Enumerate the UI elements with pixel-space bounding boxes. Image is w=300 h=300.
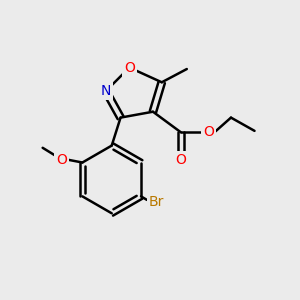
Text: O: O: [56, 153, 67, 166]
Text: O: O: [124, 61, 135, 75]
Text: N: N: [100, 84, 111, 98]
Text: Br: Br: [149, 195, 164, 209]
Text: O: O: [176, 153, 186, 167]
Text: O: O: [203, 125, 214, 139]
